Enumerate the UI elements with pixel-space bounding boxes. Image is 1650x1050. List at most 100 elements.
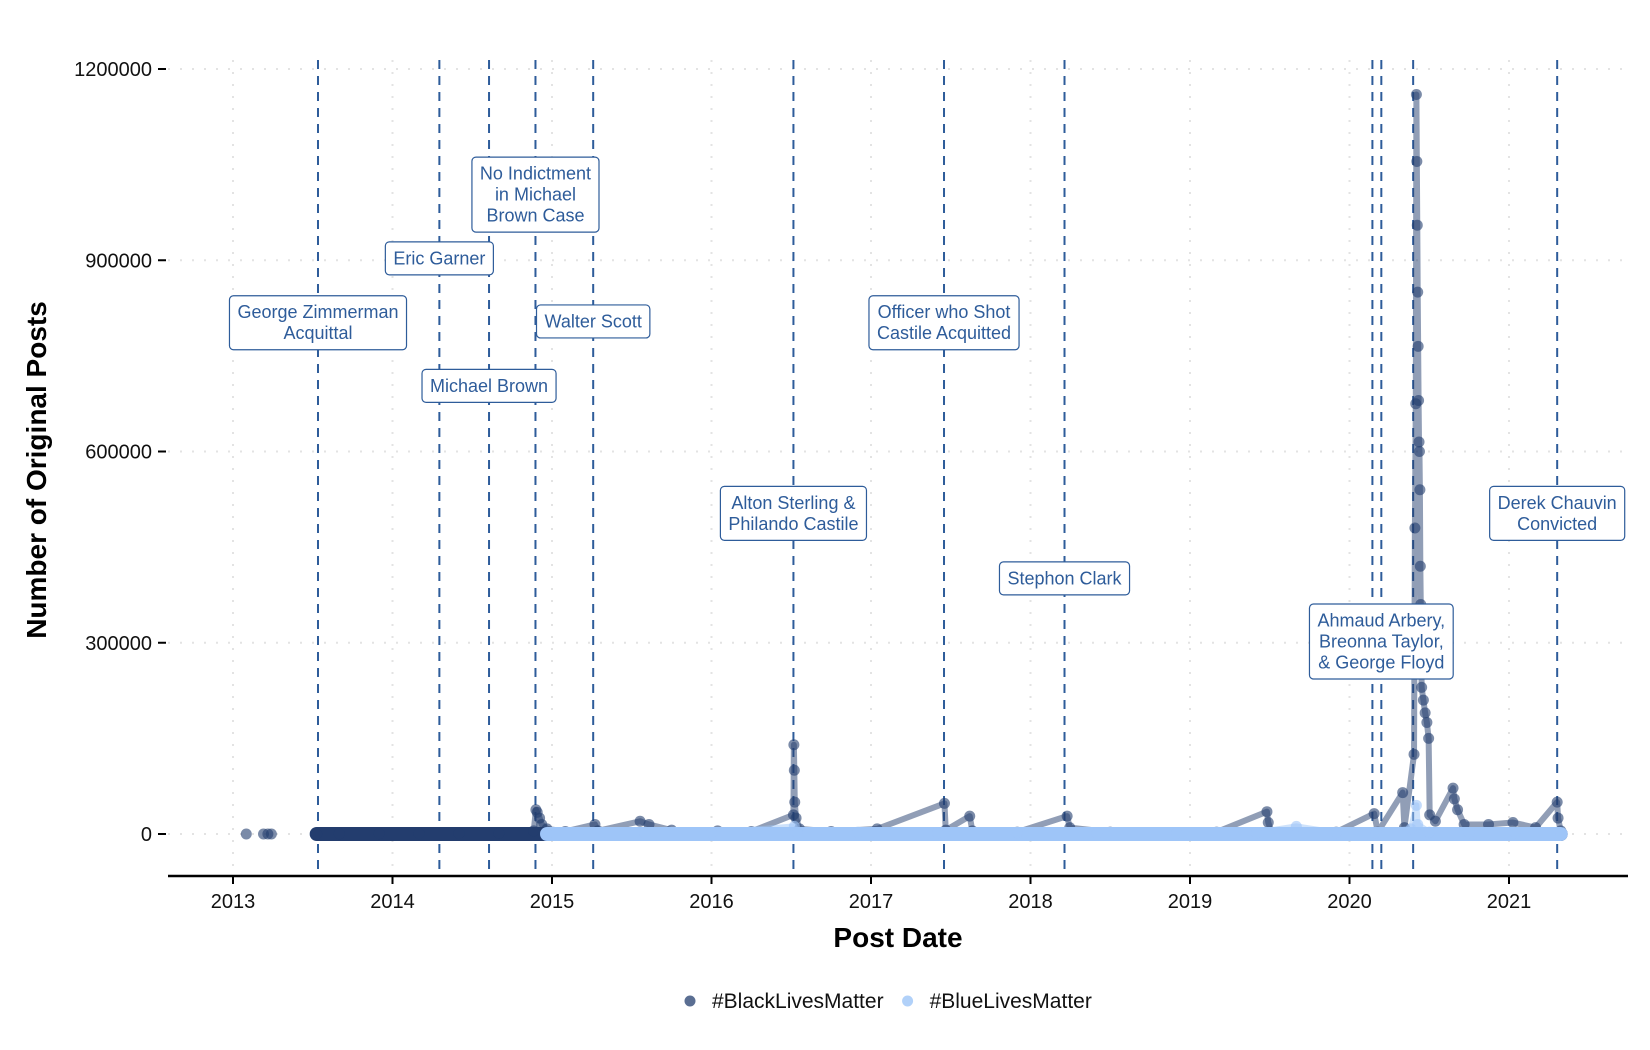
event-label-text: Eric Garner: [393, 248, 485, 268]
event-label-text: Michael Brown: [430, 376, 548, 396]
data-point: [1408, 748, 1420, 760]
data-point: [1447, 782, 1459, 794]
data-point: [333, 828, 345, 840]
data-point: [1413, 436, 1425, 448]
data-point: [1290, 820, 1302, 832]
event-label-box: [228, 295, 408, 351]
data-point: [1452, 804, 1464, 816]
legend-label: #BlackLivesMatter: [712, 990, 884, 1013]
data-point: [852, 826, 864, 838]
data-point: [1555, 827, 1567, 839]
x-tick-label: 2013: [211, 891, 256, 913]
x-tick-label: 2016: [689, 891, 734, 913]
data-point: [1330, 827, 1342, 839]
y-tick-label: 300000: [85, 633, 152, 655]
event-label: Michael Brown: [421, 368, 557, 403]
legend-marker-icon: [902, 995, 914, 1007]
event-label-text: Breonna Taylor,: [1319, 631, 1444, 651]
event-label-text: in Michael: [495, 185, 576, 205]
event-label-text: George Zimmerman: [237, 302, 398, 322]
data-point: [1061, 810, 1073, 822]
event-label-text: No Indictment: [480, 164, 591, 184]
data-point: [1370, 827, 1382, 839]
data-point: [931, 827, 943, 839]
data-point: [1413, 446, 1425, 457]
data-point: [1250, 827, 1262, 839]
event-label: Alton Sterling &Philando Castile: [719, 485, 868, 541]
data-point: [1448, 793, 1460, 805]
data-point: [1409, 522, 1421, 534]
x-tick-label: 2021: [1487, 891, 1532, 913]
data-point: [1509, 827, 1521, 839]
event-label: Stephon Clark: [998, 561, 1131, 596]
event-label: Eric Garner: [384, 241, 494, 276]
event-label-text: Ahmaud Arbery,: [1317, 610, 1445, 630]
event-label-text: Walter Scott: [545, 311, 642, 331]
data-point: [1423, 732, 1435, 744]
legend-marker-icon: [684, 995, 696, 1007]
data-point: [1171, 827, 1183, 839]
data-point: [528, 825, 540, 837]
data-point: [1414, 484, 1426, 496]
y-axis-title: Number of Original Posts: [21, 301, 52, 639]
x-tick-label: 2020: [1327, 891, 1372, 913]
data-point: [240, 828, 252, 840]
event-label-text: Castile Acquitted: [877, 323, 1011, 343]
data-point: [493, 827, 505, 839]
event-label-text: Convicted: [1517, 514, 1597, 534]
series-bluelivesmatter: [540, 799, 1568, 841]
x-tick-label: 2019: [1168, 891, 1213, 913]
event-label-box: [868, 295, 1020, 351]
event-label-box: [384, 241, 494, 276]
event-label-text: & George Floyd: [1318, 652, 1444, 672]
x-tick-label: 2015: [530, 891, 575, 913]
data-point: [1552, 812, 1564, 824]
data-point: [1412, 340, 1424, 352]
y-tick-label: 0: [141, 824, 152, 846]
data-point: [1410, 799, 1422, 811]
x-tick-label: 2017: [849, 891, 894, 913]
data-point: [706, 827, 717, 839]
data-point: [1421, 716, 1433, 728]
data-point: [1413, 395, 1425, 406]
data-point: [1011, 827, 1023, 839]
data-point: [789, 796, 801, 808]
event-label-text: Alton Sterling &: [731, 493, 855, 513]
data-point: [634, 815, 646, 827]
y-tick-label: 600000: [85, 442, 152, 464]
y-tick-label: 1200000: [74, 59, 152, 81]
y-tick-label: 900000: [85, 250, 152, 272]
data-point: [1429, 815, 1441, 827]
series-layer: [240, 89, 1568, 841]
grid: [168, 60, 1628, 868]
data-point: [1091, 827, 1103, 839]
data-point: [1423, 826, 1435, 838]
data-point: [639, 827, 651, 839]
data-point: [311, 828, 323, 840]
data-point: [1551, 796, 1563, 808]
data-point: [573, 827, 585, 839]
x-tick-label: 2014: [370, 891, 415, 913]
event-label-box: [471, 156, 600, 233]
data-point: [788, 739, 800, 751]
data-point: [413, 828, 425, 840]
data-point: [373, 828, 385, 840]
data-point: [1262, 817, 1274, 829]
legend: #BlackLivesMatter #BlueLivesMatter: [684, 990, 1092, 1013]
event-label-text: Philando Castile: [728, 514, 858, 534]
event-label: Walter Scott: [535, 304, 651, 339]
event-label-box: [1489, 485, 1626, 541]
event-label-box: [719, 485, 868, 541]
data-point: [265, 828, 277, 840]
data-point: [1411, 219, 1423, 231]
event-label-box: [1308, 603, 1454, 680]
axes: 0 300000 600000 900000 1200000 2013 2014 2015 20…: [74, 59, 1628, 913]
x-axis-title: Post Date: [833, 922, 962, 953]
data-point: [1417, 694, 1429, 706]
event-label-text: Acquittal: [283, 323, 352, 343]
data-point: [1416, 681, 1428, 693]
